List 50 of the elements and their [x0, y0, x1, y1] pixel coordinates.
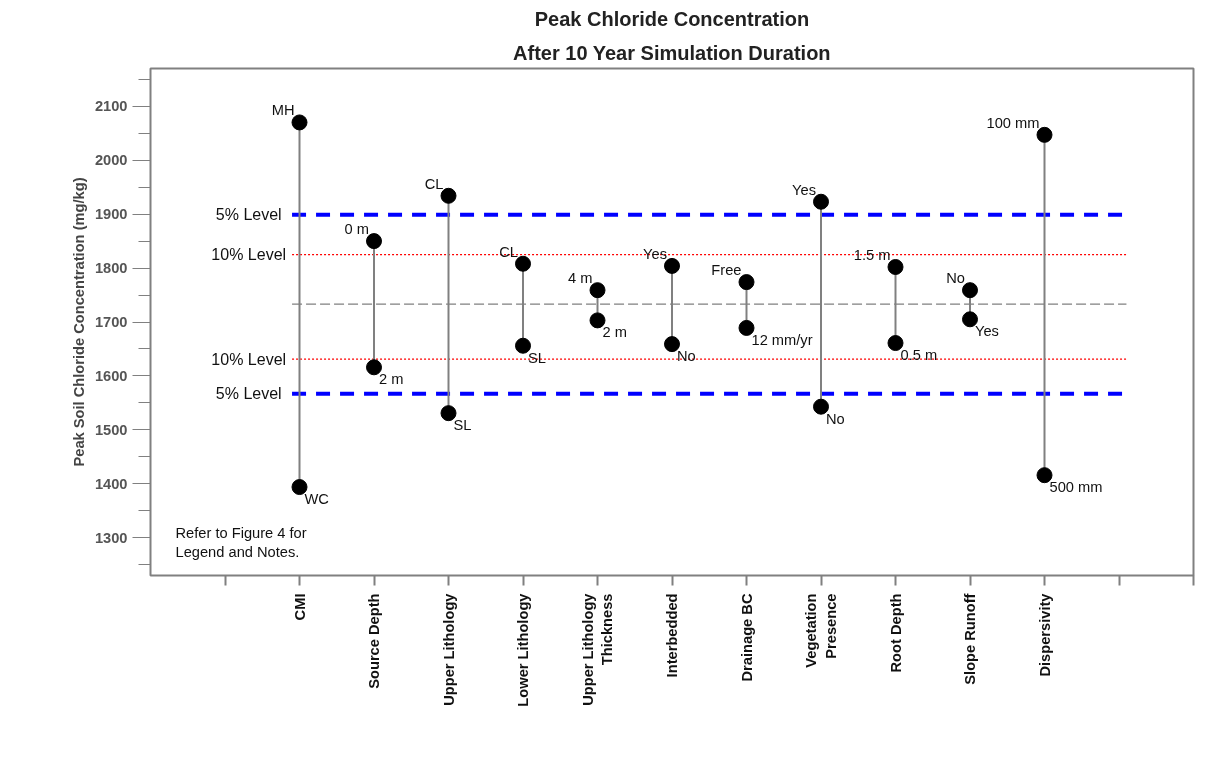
- y-tick-label: 2000: [94, 152, 128, 169]
- x-tick-label: Root Depth: [887, 593, 904, 673]
- annotation: No: [677, 348, 696, 365]
- y-tick-label: 1600: [94, 367, 128, 384]
- annotation: Yes: [643, 245, 668, 262]
- annotation: WC: [304, 491, 330, 508]
- y-tick-label: 1900: [94, 206, 128, 223]
- x-tick-label: Interbedded: [664, 593, 680, 678]
- annotation: 100 mm: [986, 114, 1040, 131]
- y-tick-label: 2100: [94, 98, 128, 115]
- ref-line-label: 5% Level: [215, 385, 282, 403]
- annotation: Free: [711, 262, 742, 279]
- ref-line-label: 5% Level: [215, 206, 282, 224]
- y-tick-label: 1300: [94, 529, 128, 546]
- x-tick-label: Upper Lithology Thickness: [579, 592, 616, 706]
- annotation: 12 mm/yr: [751, 331, 813, 348]
- ref-line-label: 10% Level: [211, 246, 287, 264]
- x-tick-label: Drainage BC: [738, 593, 755, 682]
- x-tick-label: Source Depth: [366, 593, 382, 689]
- y-axis-title: Peak Soil Chloride Concentration (mg/kg): [70, 177, 87, 467]
- x-tick-label: Lower Lithology: [515, 592, 531, 707]
- ref-line-label: 10% Level: [211, 350, 287, 368]
- x-tick-label: Vegetation Presence: [803, 593, 839, 668]
- annotation: SL: [453, 417, 472, 434]
- x-tick-label: Slope Runoff: [962, 593, 978, 685]
- x-tick-label: Dispersivity: [1036, 592, 1053, 677]
- y-tick-label: 1500: [94, 421, 128, 438]
- annotation: Yes: [975, 323, 999, 340]
- annotation: CL: [499, 243, 519, 260]
- chart-subtitle: After 10 Year Simulation Duration: [513, 41, 831, 64]
- annotation: Refer to Figure 4 for Legend and Notes.: [175, 525, 307, 561]
- x-tick-label: CMI: [291, 593, 308, 621]
- y-tick-label: 1400: [94, 475, 128, 492]
- annotation: 500 mm: [1049, 479, 1103, 496]
- annotation: Yes: [792, 181, 817, 198]
- annotation: 2 m: [379, 371, 404, 388]
- annotation: MH: [271, 102, 295, 119]
- chart-title: Peak Chloride Concentration: [534, 7, 810, 30]
- y-tick-label: 1700: [94, 314, 128, 330]
- annotation: No: [946, 270, 966, 287]
- annotation: CL: [424, 175, 444, 192]
- annotation: 2 m: [602, 324, 627, 341]
- annotation: SL: [528, 349, 546, 366]
- y-tick-label: 1800: [94, 260, 128, 277]
- x-tick-label: Upper Lithology: [440, 592, 457, 706]
- annotation: 0 m: [344, 221, 370, 238]
- annotation: No: [826, 410, 845, 427]
- annotation: 4 m: [568, 270, 593, 287]
- annotation: 0.5 m: [900, 347, 938, 364]
- annotation: 1.5 m: [853, 246, 891, 263]
